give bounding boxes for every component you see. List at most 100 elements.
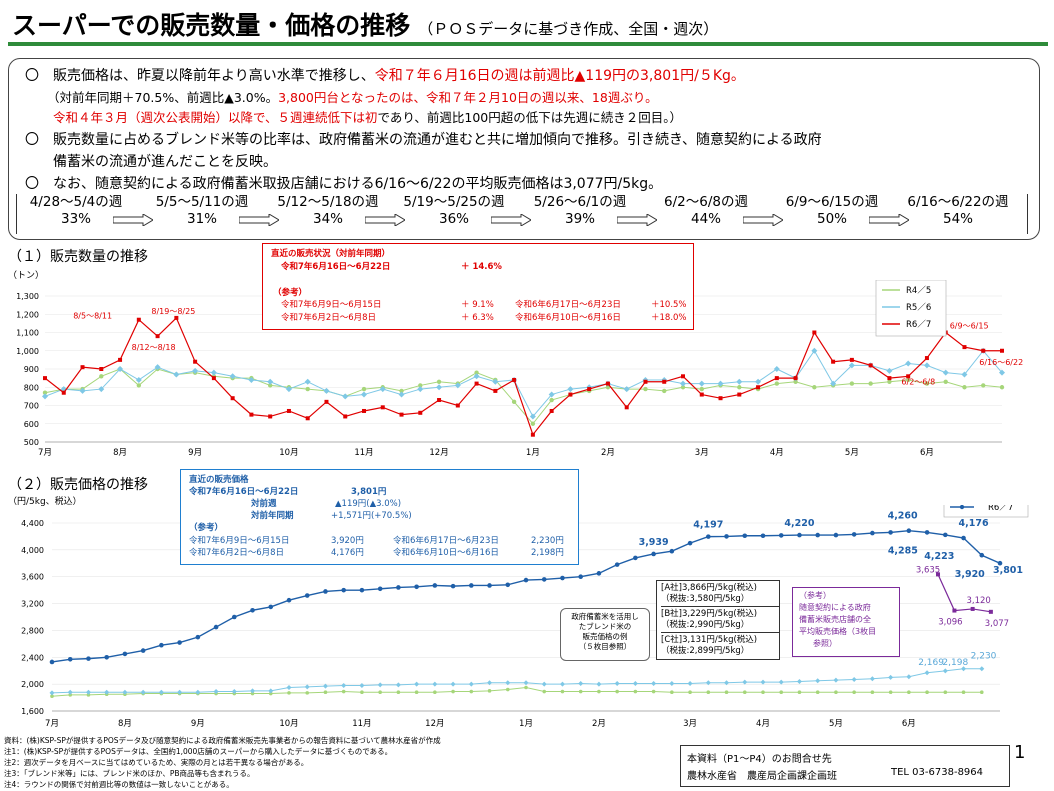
week-cell: 5/12～5/18の週 34% xyxy=(277,194,379,227)
data-point xyxy=(887,376,892,381)
blend-note-box: 政府備蓄米を活用し たブレンド米の 販売価格の例 （５枚目参照） xyxy=(560,608,650,661)
data-point xyxy=(398,391,405,398)
annotation: 6/9～6/15 xyxy=(950,322,989,331)
data-point xyxy=(724,680,730,686)
data-point xyxy=(305,691,310,695)
data-point xyxy=(342,393,349,400)
data-point xyxy=(379,386,386,393)
data-point xyxy=(680,385,686,390)
y-tick-label: 3,600 xyxy=(21,573,44,582)
series-line-R5／6 xyxy=(44,349,1003,418)
data-point xyxy=(399,412,404,417)
data-point xyxy=(907,690,911,694)
legend-label: R4／5 xyxy=(906,286,931,296)
data-label: 4,176 xyxy=(959,518,989,529)
data-point xyxy=(868,381,873,386)
y-tick-label: 2,400 xyxy=(21,653,44,662)
x-tick-label: 5月 xyxy=(829,719,843,729)
data-point xyxy=(848,362,855,369)
week-cell: 6/9～6/15の週 50% xyxy=(785,194,879,227)
data-point xyxy=(155,334,160,339)
x-tick-label: 4月 xyxy=(770,448,784,458)
data-point xyxy=(248,376,255,383)
data-point xyxy=(136,383,142,388)
data-point xyxy=(717,380,724,387)
data-point xyxy=(267,383,273,388)
data-point xyxy=(469,689,474,694)
annotation: 8/12～8/18 xyxy=(132,343,176,352)
data-point xyxy=(651,551,656,557)
summary-line-6: 〇 なお、随意契約による政府備蓄米取扱店舗における6/16～6/22の平均販売価… xyxy=(25,176,663,192)
data-point xyxy=(943,532,948,538)
data-label: 3,077 xyxy=(985,619,1009,629)
data-point xyxy=(505,680,511,686)
data-point xyxy=(833,532,839,538)
data-point xyxy=(43,376,47,381)
data-point xyxy=(961,690,966,694)
y-tick-label: 1,300 xyxy=(16,292,39,301)
data-point xyxy=(560,575,565,581)
data-point xyxy=(173,371,180,378)
data-point xyxy=(942,668,948,674)
data-point xyxy=(473,373,480,380)
title-rule xyxy=(8,42,1048,46)
data-point xyxy=(468,681,474,687)
data-label: 2,230 xyxy=(971,652,997,662)
x-tick-label: 5月 xyxy=(845,448,859,458)
data-point xyxy=(724,690,729,694)
x-tick-label: 12月 xyxy=(425,719,444,729)
data-point xyxy=(1000,348,1004,353)
data-point xyxy=(587,387,592,392)
data-point xyxy=(687,540,693,546)
data-point xyxy=(615,689,619,694)
x-tick-label: 10月 xyxy=(279,448,298,458)
y-tick-label: 500 xyxy=(24,438,39,447)
arrow-right-icon xyxy=(743,214,783,226)
section2-unit: （円/5kg、税込） xyxy=(8,497,82,507)
y-tick-label: 2,800 xyxy=(21,626,44,635)
data-point xyxy=(474,381,479,386)
x-tick-label: 11月 xyxy=(354,448,373,458)
x-tick-label: 4月 xyxy=(756,719,770,729)
data-point xyxy=(192,367,199,374)
data-point xyxy=(99,374,104,379)
data-point xyxy=(548,391,555,398)
data-point xyxy=(815,678,821,684)
data-point xyxy=(943,379,948,384)
data-point xyxy=(793,376,798,381)
x-tick-label: 3月 xyxy=(683,719,697,729)
data-point xyxy=(414,584,419,590)
data-label: 2,169 xyxy=(918,658,944,668)
data-point xyxy=(643,386,648,392)
data-point xyxy=(662,379,667,384)
data-point xyxy=(578,680,584,686)
week-cell: 6/16～6/22の週 54% xyxy=(907,194,1009,227)
data-point xyxy=(86,693,91,697)
data-label: 4,223 xyxy=(924,551,954,562)
data-label: 4,220 xyxy=(784,518,814,529)
data-point xyxy=(104,654,109,660)
data-point xyxy=(377,682,383,688)
footnotes: 資料：(株)KSP-SPが提供するPOSデータ及び随意契約による政府備蓄米販売先… xyxy=(4,736,441,789)
data-point xyxy=(512,377,517,382)
data-point xyxy=(651,689,656,694)
x-tick-label: 2月 xyxy=(592,719,606,729)
page-number: 1 xyxy=(1014,742,1026,763)
data-point xyxy=(706,690,711,694)
data-point xyxy=(633,689,638,694)
y-tick-label: 1,000 xyxy=(16,347,39,356)
y-tick-label: 700 xyxy=(24,402,39,411)
data-point xyxy=(154,364,161,371)
data-point xyxy=(286,685,292,690)
data-point xyxy=(250,607,255,613)
legend-label: R6／7 xyxy=(988,505,1013,513)
data-point xyxy=(979,690,984,694)
data-point xyxy=(849,381,855,386)
data-point xyxy=(414,681,420,687)
data-point xyxy=(815,532,820,538)
data-point xyxy=(285,386,292,393)
data-point xyxy=(778,533,784,538)
arrow-right-icon xyxy=(491,214,531,226)
data-point xyxy=(943,690,948,694)
week-cell: 4/28～5/4の週 33% xyxy=(29,194,123,227)
